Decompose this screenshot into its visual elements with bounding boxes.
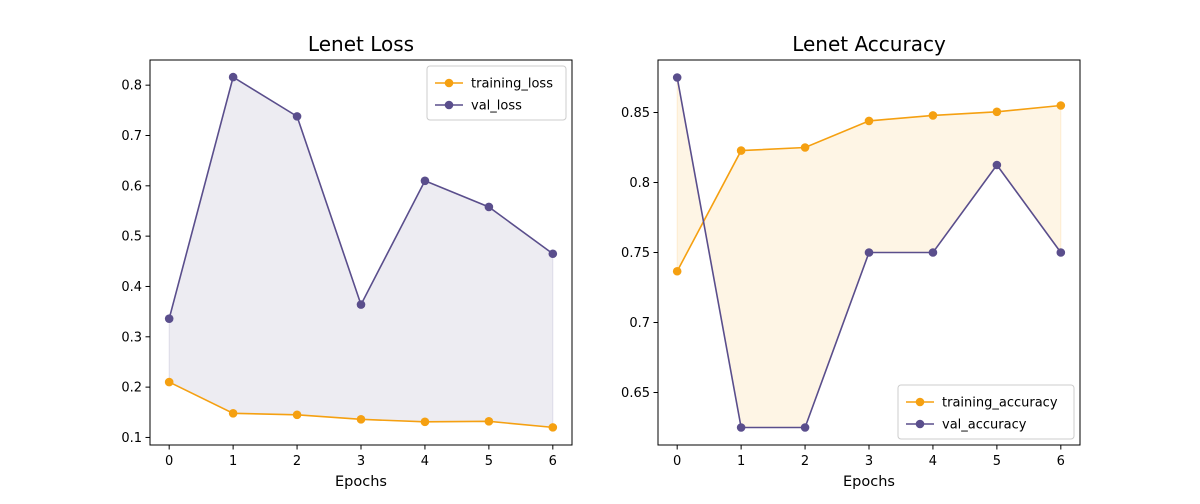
data-point-val_loss-0 <box>164 314 174 323</box>
data-point-training_loss-0 <box>164 377 174 387</box>
x-axis-label: Epochs <box>335 474 387 490</box>
x-tick-label: 5 <box>993 454 1001 469</box>
x-tick-label: 6 <box>1057 454 1065 469</box>
data-point-val_accuracy-3 <box>864 248 874 257</box>
legend-label: val_loss <box>471 99 522 114</box>
data-point-training_accuracy-6 <box>1056 101 1066 110</box>
y-tick-label: 0.4 <box>121 280 142 295</box>
data-point-training_accuracy-4 <box>928 111 938 120</box>
legend-box <box>897 384 1075 440</box>
legend-label: training_loss <box>471 77 553 92</box>
fill-between-area <box>168 76 554 428</box>
y-tick-label: 0.8 <box>121 79 142 94</box>
data-point-val_loss-2 <box>292 112 302 121</box>
y-tick-label: 0.6 <box>121 179 142 194</box>
data-point-val_loss-5 <box>484 202 494 212</box>
data-point-val_accuracy-2 <box>800 423 810 432</box>
y-tick-label: 0.65 <box>621 386 650 401</box>
x-tick-label: 1 <box>737 454 745 469</box>
y-tick-label: 0.75 <box>621 246 650 261</box>
y-tick-label: 0.8 <box>629 176 650 191</box>
y-tick-label: 0.7 <box>121 129 142 144</box>
legend-label: training_accuracy <box>942 396 1058 411</box>
x-tick-label: 2 <box>801 454 809 469</box>
legend: training_accuracy val_accuracy <box>897 384 1075 440</box>
data-point-training_loss-2 <box>292 410 302 420</box>
data-point-val_accuracy-1 <box>736 423 746 432</box>
legend-swatch-marker <box>915 419 925 429</box>
x-tick-label: 3 <box>357 454 365 469</box>
data-point-val_loss-4 <box>420 176 430 186</box>
data-point-val_accuracy-0 <box>672 73 682 82</box>
chart-title: Lenet Accuracy <box>792 32 946 56</box>
data-point-training_loss-5 <box>484 417 494 426</box>
data-point-val_accuracy-5 <box>992 160 1002 170</box>
x-tick-label: 2 <box>293 454 301 469</box>
data-point-training_loss-1 <box>228 408 238 418</box>
x-tick-label: 5 <box>485 454 493 469</box>
data-point-training_accuracy-2 <box>800 143 810 152</box>
data-point-val_loss-1 <box>228 72 238 82</box>
y-tick-label: 0.5 <box>121 230 142 245</box>
x-axis-label: Epochs <box>843 474 895 490</box>
data-point-training_loss-6 <box>548 423 558 432</box>
x-tick-label: 6 <box>549 454 557 469</box>
x-tick-label: 3 <box>865 454 873 469</box>
legend-label: val_accuracy <box>942 418 1027 433</box>
y-tick-label: 0.85 <box>621 106 650 121</box>
data-point-training_accuracy-5 <box>992 107 1002 117</box>
data-point-training_accuracy-3 <box>864 116 874 126</box>
data-point-training_loss-3 <box>356 415 366 424</box>
y-tick-label: 0.7 <box>629 316 650 331</box>
legend-swatch-marker <box>915 397 925 407</box>
legend-swatch-marker <box>444 78 454 88</box>
data-point-training_accuracy-0 <box>672 266 682 276</box>
x-tick-label: 0 <box>165 454 173 469</box>
data-point-training_loss-4 <box>420 417 430 427</box>
data-point-val_accuracy-4 <box>928 248 938 257</box>
legend-swatch-marker <box>444 100 454 110</box>
data-point-val_accuracy-6 <box>1056 248 1066 257</box>
data-point-val_loss-3 <box>356 300 366 309</box>
y-tick-label: 0.2 <box>121 381 142 396</box>
legend-box <box>426 65 567 121</box>
x-tick-label: 4 <box>929 454 937 469</box>
x-tick-label: 1 <box>229 454 237 469</box>
y-tick-label: 0.3 <box>121 330 142 345</box>
chart-panel-1: 0 1 2 3 4 5 6 0.1 0.2 0.3 0.4 0.5 0.6 0.7 0.8 Lenet Los… <box>121 32 573 490</box>
chart-title: Lenet Loss <box>308 32 414 56</box>
data-point-training_accuracy-1 <box>736 146 746 155</box>
chart-panel-2: 0 1 2 3 4 5 6 0.65 0.7 0.75 0.8 0.85 Lenet Accuracy E… <box>621 32 1081 490</box>
x-tick-label: 4 <box>421 454 429 469</box>
data-point-val_loss-6 <box>548 249 558 259</box>
y-tick-label: 0.1 <box>121 431 142 446</box>
legend: training_loss val_loss <box>426 65 567 121</box>
x-tick-label: 0 <box>673 454 681 469</box>
